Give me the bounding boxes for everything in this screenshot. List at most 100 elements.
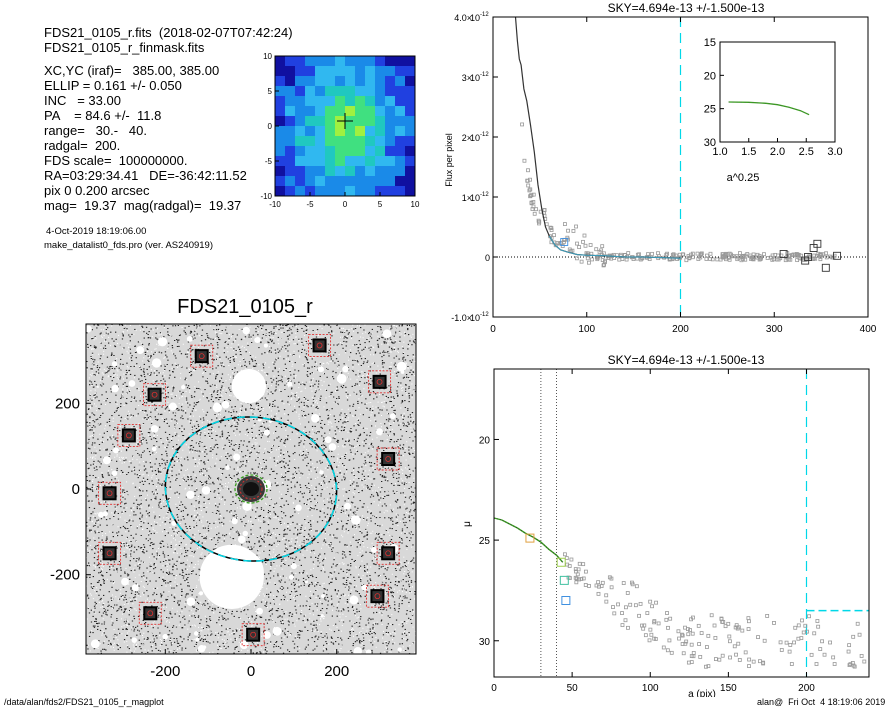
mag-point (604, 593, 609, 598)
mag-point (680, 633, 685, 638)
mag-point (789, 662, 794, 666)
small-mask (233, 453, 241, 461)
star-mask-box (312, 338, 327, 353)
mag-point (814, 662, 819, 666)
contour-cell (365, 76, 376, 87)
star-mask-ring (250, 631, 257, 638)
flux-ytick-label: -1.0× (451, 313, 472, 323)
magnitude-profile-chart: SKY=4.694e-13 +/-1.500e-13 μ a (pix) 0 50… (462, 353, 870, 697)
mag-point (705, 645, 709, 649)
contour-cell (275, 86, 286, 97)
mag-point (686, 660, 691, 665)
contour-cell (335, 136, 346, 147)
mag-point (803, 623, 808, 628)
inset-frame (719, 41, 836, 143)
small-mask (212, 403, 223, 413)
mag-point (680, 642, 685, 646)
contour-cell (305, 96, 316, 107)
small-mask (136, 346, 145, 355)
mag-point (765, 614, 770, 618)
mask-blob (311, 414, 320, 423)
footer-stamp: alan@ Fri Oct 4 18:19:06 2019 (757, 697, 885, 707)
contour-cell (345, 156, 356, 167)
flux-ytick-exp: -12 (480, 72, 489, 78)
flux-point (729, 252, 734, 257)
flux-point (695, 251, 700, 256)
galaxy-image-panel: -200 0 200 200 0 -200 (50, 323, 417, 680)
contour-cell (335, 76, 346, 87)
program-line: make_datalist0_fds.pro (ver. AS240919) (44, 240, 213, 251)
small-mask (121, 577, 129, 586)
contour-cell (285, 166, 296, 177)
contour-cell (395, 156, 406, 167)
contour-cell (385, 56, 396, 67)
mag-point (728, 655, 732, 660)
inner-ellipse-green (234, 474, 268, 504)
mag-point (832, 662, 837, 666)
mag-point (772, 621, 776, 625)
inset-xtick-label: 2.5 (799, 146, 814, 158)
small-mask (389, 413, 396, 420)
contour-cell (375, 156, 386, 167)
mag-point (583, 569, 588, 574)
thumb-xtick-label: 0 (343, 200, 348, 209)
small-mask (375, 428, 383, 436)
mag-frame (493, 368, 870, 678)
contour-cell (315, 176, 326, 187)
small-mask (203, 578, 213, 588)
contour-cell (305, 166, 316, 177)
contour-cell (275, 186, 286, 197)
contour-cell (325, 66, 336, 77)
mask-line: FDS21_0105_r_finmask.fits (44, 40, 205, 55)
small-mask (320, 614, 324, 618)
inner-ellipse-red (239, 478, 263, 500)
flux-point (525, 178, 530, 183)
contour-cell (305, 66, 316, 77)
flux-point (673, 253, 678, 258)
contour-cell (305, 116, 316, 127)
small-mask (157, 336, 168, 347)
small-mask (202, 645, 207, 650)
contour-cell (345, 146, 356, 157)
flux-title: SKY=4.694e-13 +/-1.500e-13 (608, 1, 765, 15)
star-mask-ring (374, 593, 381, 600)
flux-point (531, 192, 536, 197)
galaxy-image (86, 324, 416, 654)
mag-point (681, 651, 686, 656)
mag-point (653, 637, 658, 641)
flux-point (582, 233, 587, 238)
thumb-axes: -10 -5 0 5 10 10 5 0 -5 -10 (260, 52, 420, 209)
contour-cell (365, 186, 376, 197)
contour-cell (295, 66, 306, 77)
mag-point (787, 649, 792, 654)
param-range: range= 30.- 40. (44, 123, 147, 138)
mag-point (726, 621, 731, 626)
contour-cell (405, 66, 416, 77)
mag-box (559, 575, 569, 585)
contour-cell (285, 106, 296, 117)
contour-cell (405, 76, 416, 87)
mag-point (677, 636, 681, 641)
small-mask (328, 443, 337, 451)
small-mask (151, 358, 162, 368)
param-pix: pix 0 0.200 arcsec (44, 183, 150, 198)
contour-cell (345, 176, 356, 187)
contour-cell (375, 116, 386, 127)
contour-cell (315, 96, 326, 107)
mag-point (762, 638, 767, 643)
small-mask (90, 639, 100, 649)
flux-point (553, 243, 558, 248)
flux-point (530, 207, 535, 211)
mask-blob (131, 584, 139, 591)
thumb-ytick-label: 0 (268, 122, 273, 131)
mag-point (683, 625, 687, 630)
mag-point (699, 631, 704, 635)
flux-point (603, 258, 607, 263)
mag-point (784, 640, 789, 645)
flux-point (680, 252, 685, 257)
contour-cell (375, 136, 386, 147)
inset-curve-overlay (728, 101, 810, 115)
flux-point (529, 193, 534, 198)
mag-point (720, 653, 725, 658)
flux-point (795, 258, 800, 263)
